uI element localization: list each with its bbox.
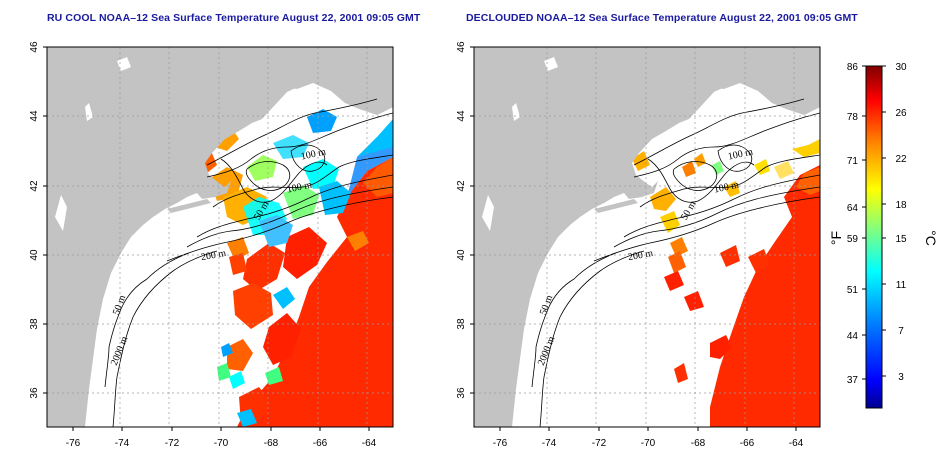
colorbar-f-label-1: 78 [847,112,859,123]
colorbar-f-label-0: 86 [847,62,859,73]
map-title-declouded: DECLOUDED NOAA–12 Sea Surface Temperatur… [466,12,858,24]
colorbar-fahrenheit-unit: °F [828,231,844,245]
x-tick-declouded-6: -64 [789,438,804,449]
contour-label-declouded-1: 100 m [713,180,740,196]
sst-field-declouded [632,139,820,427]
x-tick-raw-4: -68 [264,438,279,449]
colorbar: 86 78 71 64 59 51 44 37 30 26 22 18 15 1… [828,62,939,409]
y-tick-raw-0: 36 [29,387,40,399]
colorbar-f-label-2: 71 [847,156,859,167]
y-tick-declouded-5: 46 [456,41,467,53]
y-tick-declouded-1: 38 [456,318,467,330]
x-tick-declouded-4: -68 [691,438,706,449]
x-tick-declouded-3: -70 [641,438,656,449]
colorbar-c-label-0: 30 [895,62,907,73]
map-panel-declouded: -76 -74 -72 -70 -68 -66 -64 36 38 40 42 … [456,41,821,449]
x-tick-declouded-1: -74 [542,438,557,449]
x-tick-raw-1: -74 [115,438,130,449]
y-tick-raw-5: 46 [29,41,40,53]
colorbar-c-label-1: 26 [895,108,907,119]
contour-label-declouded-3: 200 m [627,248,654,263]
colorbar-c-label-2: 22 [895,154,907,165]
colorbar-c-label-5: 11 [896,280,907,291]
y-tick-declouded-0: 36 [456,387,467,399]
y-tick-raw-4: 44 [29,110,40,122]
contour-label-raw-1: 100 m [286,180,313,196]
y-tick-declouded-4: 44 [456,110,467,122]
x-tick-raw-0: -76 [66,438,81,449]
x-tick-declouded-2: -72 [592,438,607,449]
map-panel-raw: -76 -74 -72 -70 -68 -66 -64 36 38 40 42 … [29,41,394,449]
colorbar-c-label-4: 15 [895,234,907,245]
y-tick-raw-2: 40 [29,249,40,261]
x-tick-raw-5: -66 [313,438,328,449]
y-tick-raw-3: 42 [29,180,40,192]
contour-label-declouded-0: 100 m [727,147,754,163]
y-tick-declouded-3: 42 [456,180,467,192]
y-tick-raw-1: 38 [29,318,40,330]
colorbar-c-label-7: 3 [898,372,904,383]
x-tick-raw-6: -64 [362,438,377,449]
contour-label-raw-3: 200 m [200,248,227,263]
map-title-raw: RU COOL NOAA–12 Sea Surface Temperature … [47,12,421,24]
x-tick-raw-2: -72 [165,438,180,449]
colorbar-f-label-5: 51 [847,285,859,296]
contour-label-raw-0: 100 m [300,147,327,163]
colorbar-c-label-6: 7 [898,326,904,337]
sst-field-raw [199,109,393,427]
colorbar-f-label-6: 44 [847,331,859,342]
x-tick-declouded-0: -76 [493,438,508,449]
colorbar-f-label-7: 37 [847,375,859,386]
colorbar-celsius-unit: °C [923,230,939,246]
x-tick-declouded-5: -66 [740,438,755,449]
y-tick-declouded-2: 40 [456,249,467,261]
colorbar-f-label-4: 59 [847,234,859,245]
x-tick-raw-3: -70 [214,438,229,449]
colorbar-f-label-3: 64 [847,203,859,214]
colorbar-c-label-3: 18 [895,200,907,211]
